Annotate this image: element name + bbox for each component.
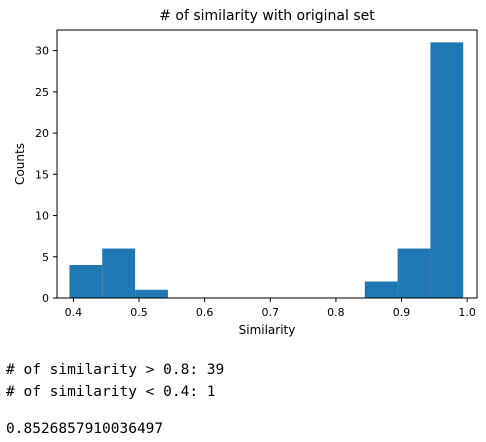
x-tick-label: 0.5 xyxy=(130,306,148,319)
x-tick-label: 0.8 xyxy=(327,306,345,319)
histogram-bar xyxy=(364,281,398,298)
x-axis-ticks: 0.4 0.5 0.6 0.7 0.8 0.9 1.0 xyxy=(65,298,476,319)
y-axis-label: Counts xyxy=(13,143,27,185)
histogram-bar xyxy=(69,265,103,298)
histogram-bar xyxy=(135,289,168,298)
x-tick-label: 1.0 xyxy=(458,306,476,319)
histogram-bar xyxy=(430,42,464,298)
y-tick-label: 0 xyxy=(42,292,49,305)
y-tick-label: 25 xyxy=(35,86,49,99)
x-tick-label: 0.9 xyxy=(393,306,411,319)
y-tick-label: 5 xyxy=(42,251,49,264)
x-tick-label: 0.6 xyxy=(196,306,214,319)
histogram-bar xyxy=(397,248,431,298)
histogram-bars xyxy=(69,42,464,298)
y-axis-ticks: 0 5 10 15 20 25 30 xyxy=(35,45,57,305)
x-axis-label: Similarity xyxy=(239,323,296,337)
x-tick-label: 0.4 xyxy=(65,306,83,319)
y-tick-label: 20 xyxy=(35,127,49,140)
y-tick-label: 10 xyxy=(35,210,49,223)
chart-title: # of similarity with original set xyxy=(159,8,375,24)
output-count-above: # of similarity > 0.8: 39 xyxy=(6,362,225,378)
y-tick-label: 30 xyxy=(35,45,49,58)
histogram-figure: # of similarity with original set 0.4 0.5… xyxy=(13,8,478,337)
output-mean-value: 0.8526857910036497 xyxy=(6,421,164,437)
y-tick-label: 15 xyxy=(35,168,49,181)
x-tick-label: 0.7 xyxy=(262,306,280,319)
histogram-bar xyxy=(102,248,136,298)
plot-frame xyxy=(56,29,478,299)
output-count-below: # of similarity < 0.4: 1 xyxy=(6,384,216,400)
